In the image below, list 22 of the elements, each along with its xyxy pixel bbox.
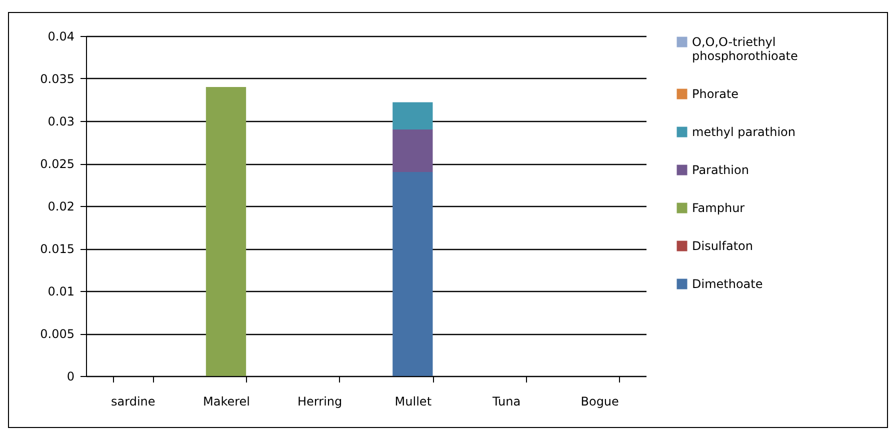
y-tick-label: 0.03 (48, 114, 74, 128)
legend-label: Famphur (692, 201, 745, 215)
y-tick-label: 0.02 (48, 200, 74, 214)
x-tick-label: Mullet (394, 394, 432, 408)
y-tick-label: 0.005 (40, 327, 74, 341)
x-tick-label: Makerel (203, 394, 250, 408)
y-tick-label: 0.04 (48, 30, 74, 44)
legend-label: Disulfaton (692, 239, 753, 253)
y-tick-label: 0.025 (40, 157, 74, 171)
x-tick-label: Tuna (491, 394, 521, 408)
legend-label: Parathion (692, 163, 749, 177)
legend-label: Phorate (692, 87, 739, 101)
x-tick-label: Herring (298, 394, 342, 408)
y-tick-label: 0.035 (40, 72, 74, 86)
y-tick-label: 0 (66, 370, 74, 384)
legend-label: O,O,O-triethyl phosphorothioate (692, 35, 798, 63)
y-tick-label: 0.01 (48, 284, 74, 298)
y-tick-label: 0.015 (40, 242, 74, 256)
x-tick-label: Bogue (580, 394, 619, 408)
legend-label: methyl parathion (692, 125, 796, 139)
legend-label: Dimethoate (692, 277, 763, 291)
x-tick-label: sardine (111, 394, 156, 408)
